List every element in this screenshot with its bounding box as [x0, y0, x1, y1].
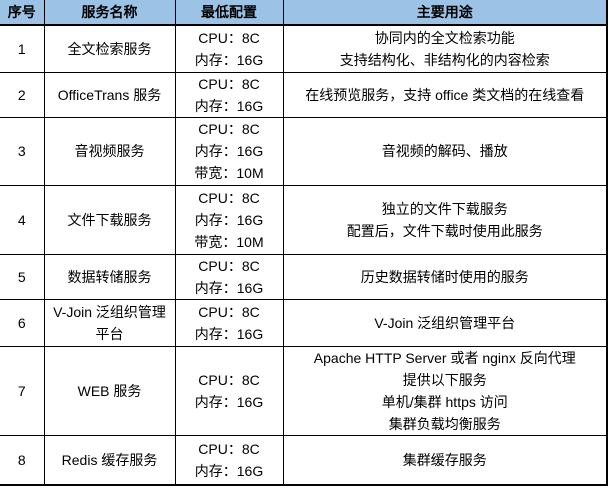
- table-row: 8 Redis 缓存服务 CPU：8C 内存：16G 集群缓存服务: [0, 434, 608, 486]
- cell-service-name: 全文检索服务: [43, 24, 176, 73]
- table-row: 3 音视频服务 CPU：8C 内存：16G 带宽：10M 音视频的解码、播放: [0, 116, 608, 186]
- table-row: 1 全文检索服务 CPU：8C 内存：16G 协同内的全文检索功能 支持结构化、…: [0, 24, 608, 73]
- cell-row-no: 2: [0, 71, 45, 118]
- cell-row-no: 1: [0, 24, 45, 73]
- table-row: 5 数据转储服务 CPU：8C 内存：16G 历史数据转储时使用的服务: [0, 253, 608, 300]
- cell-main-usage: 集群缓存服务: [282, 434, 608, 486]
- table-body: 1 全文检索服务 CPU：8C 内存：16G 协同内的全文检索功能 支持结构化、…: [0, 24, 608, 486]
- cell-main-usage: 在线预览服务，支持 office 类文档的在线查看: [282, 71, 608, 118]
- cell-service-name: Redis 缓存服务: [43, 434, 176, 486]
- cell-min-config: CPU：8C 内存：16G: [174, 71, 284, 118]
- cell-service-name: OfficeTrans 服务: [43, 71, 176, 118]
- cell-row-no: 8: [0, 434, 45, 486]
- cell-main-usage: V-Join 泛组织管理平台: [282, 298, 608, 347]
- cell-min-config: CPU：8C 内存：16G 带宽：10M: [174, 116, 284, 186]
- table-row: 2 OfficeTrans 服务 CPU：8C 内存：16G 在线预览服务，支持…: [0, 71, 608, 118]
- cell-min-config: CPU：8C 内存：16G: [174, 253, 284, 300]
- cell-row-no: 6: [0, 298, 45, 347]
- cell-row-no: 5: [0, 253, 45, 300]
- cell-min-config: CPU：8C 内存：16G: [174, 345, 284, 436]
- cell-row-no: 7: [0, 345, 45, 436]
- cell-min-config: CPU：8C 内存：16G 带宽：10M: [174, 184, 284, 255]
- cell-service-name: WEB 服务: [43, 345, 176, 436]
- cell-main-usage: 协同内的全文检索功能 支持结构化、非结构化的内容检索: [282, 24, 608, 73]
- cell-main-usage: 独立的文件下载服务 配置后，文件下载时使用此服务: [282, 184, 608, 255]
- cell-service-name: 数据转储服务: [43, 253, 176, 300]
- cell-min-config: CPU：8C 内存：16G: [174, 298, 284, 347]
- table-row: 6 V-Join 泛组织管理平台 CPU：8C 内存：16G V-Join 泛组…: [0, 298, 608, 347]
- cell-service-name: 文件下载服务: [43, 184, 176, 255]
- col-header-min-config: 最低配置: [174, 0, 284, 26]
- cell-main-usage: Apache HTTP Server 或者 nginx 反向代理 提供以下服务 …: [282, 345, 608, 436]
- col-header-no: 序号: [0, 0, 45, 26]
- col-header-service-name: 服务名称: [43, 0, 176, 26]
- cell-main-usage: 历史数据转储时使用的服务: [282, 253, 608, 300]
- cell-service-name: 音视频服务: [43, 116, 176, 186]
- table-header: 序号 服务名称 最低配置 主要用途: [0, 0, 608, 26]
- cell-main-usage: 音视频的解码、播放: [282, 116, 608, 186]
- table-row: 4 文件下载服务 CPU：8C 内存：16G 带宽：10M 独立的文件下载服务 …: [0, 184, 608, 255]
- cell-row-no: 3: [0, 116, 45, 186]
- cell-min-config: CPU：8C 内存：16G: [174, 434, 284, 486]
- table-row: 7 WEB 服务 CPU：8C 内存：16G Apache HTTP Serve…: [0, 345, 608, 436]
- col-header-main-usage: 主要用途: [282, 0, 608, 26]
- cell-min-config: CPU：8C 内存：16G: [174, 24, 284, 73]
- cell-service-name: V-Join 泛组织管理平台: [43, 298, 176, 347]
- cell-row-no: 4: [0, 184, 45, 255]
- header-row: 序号 服务名称 最低配置 主要用途: [0, 0, 608, 26]
